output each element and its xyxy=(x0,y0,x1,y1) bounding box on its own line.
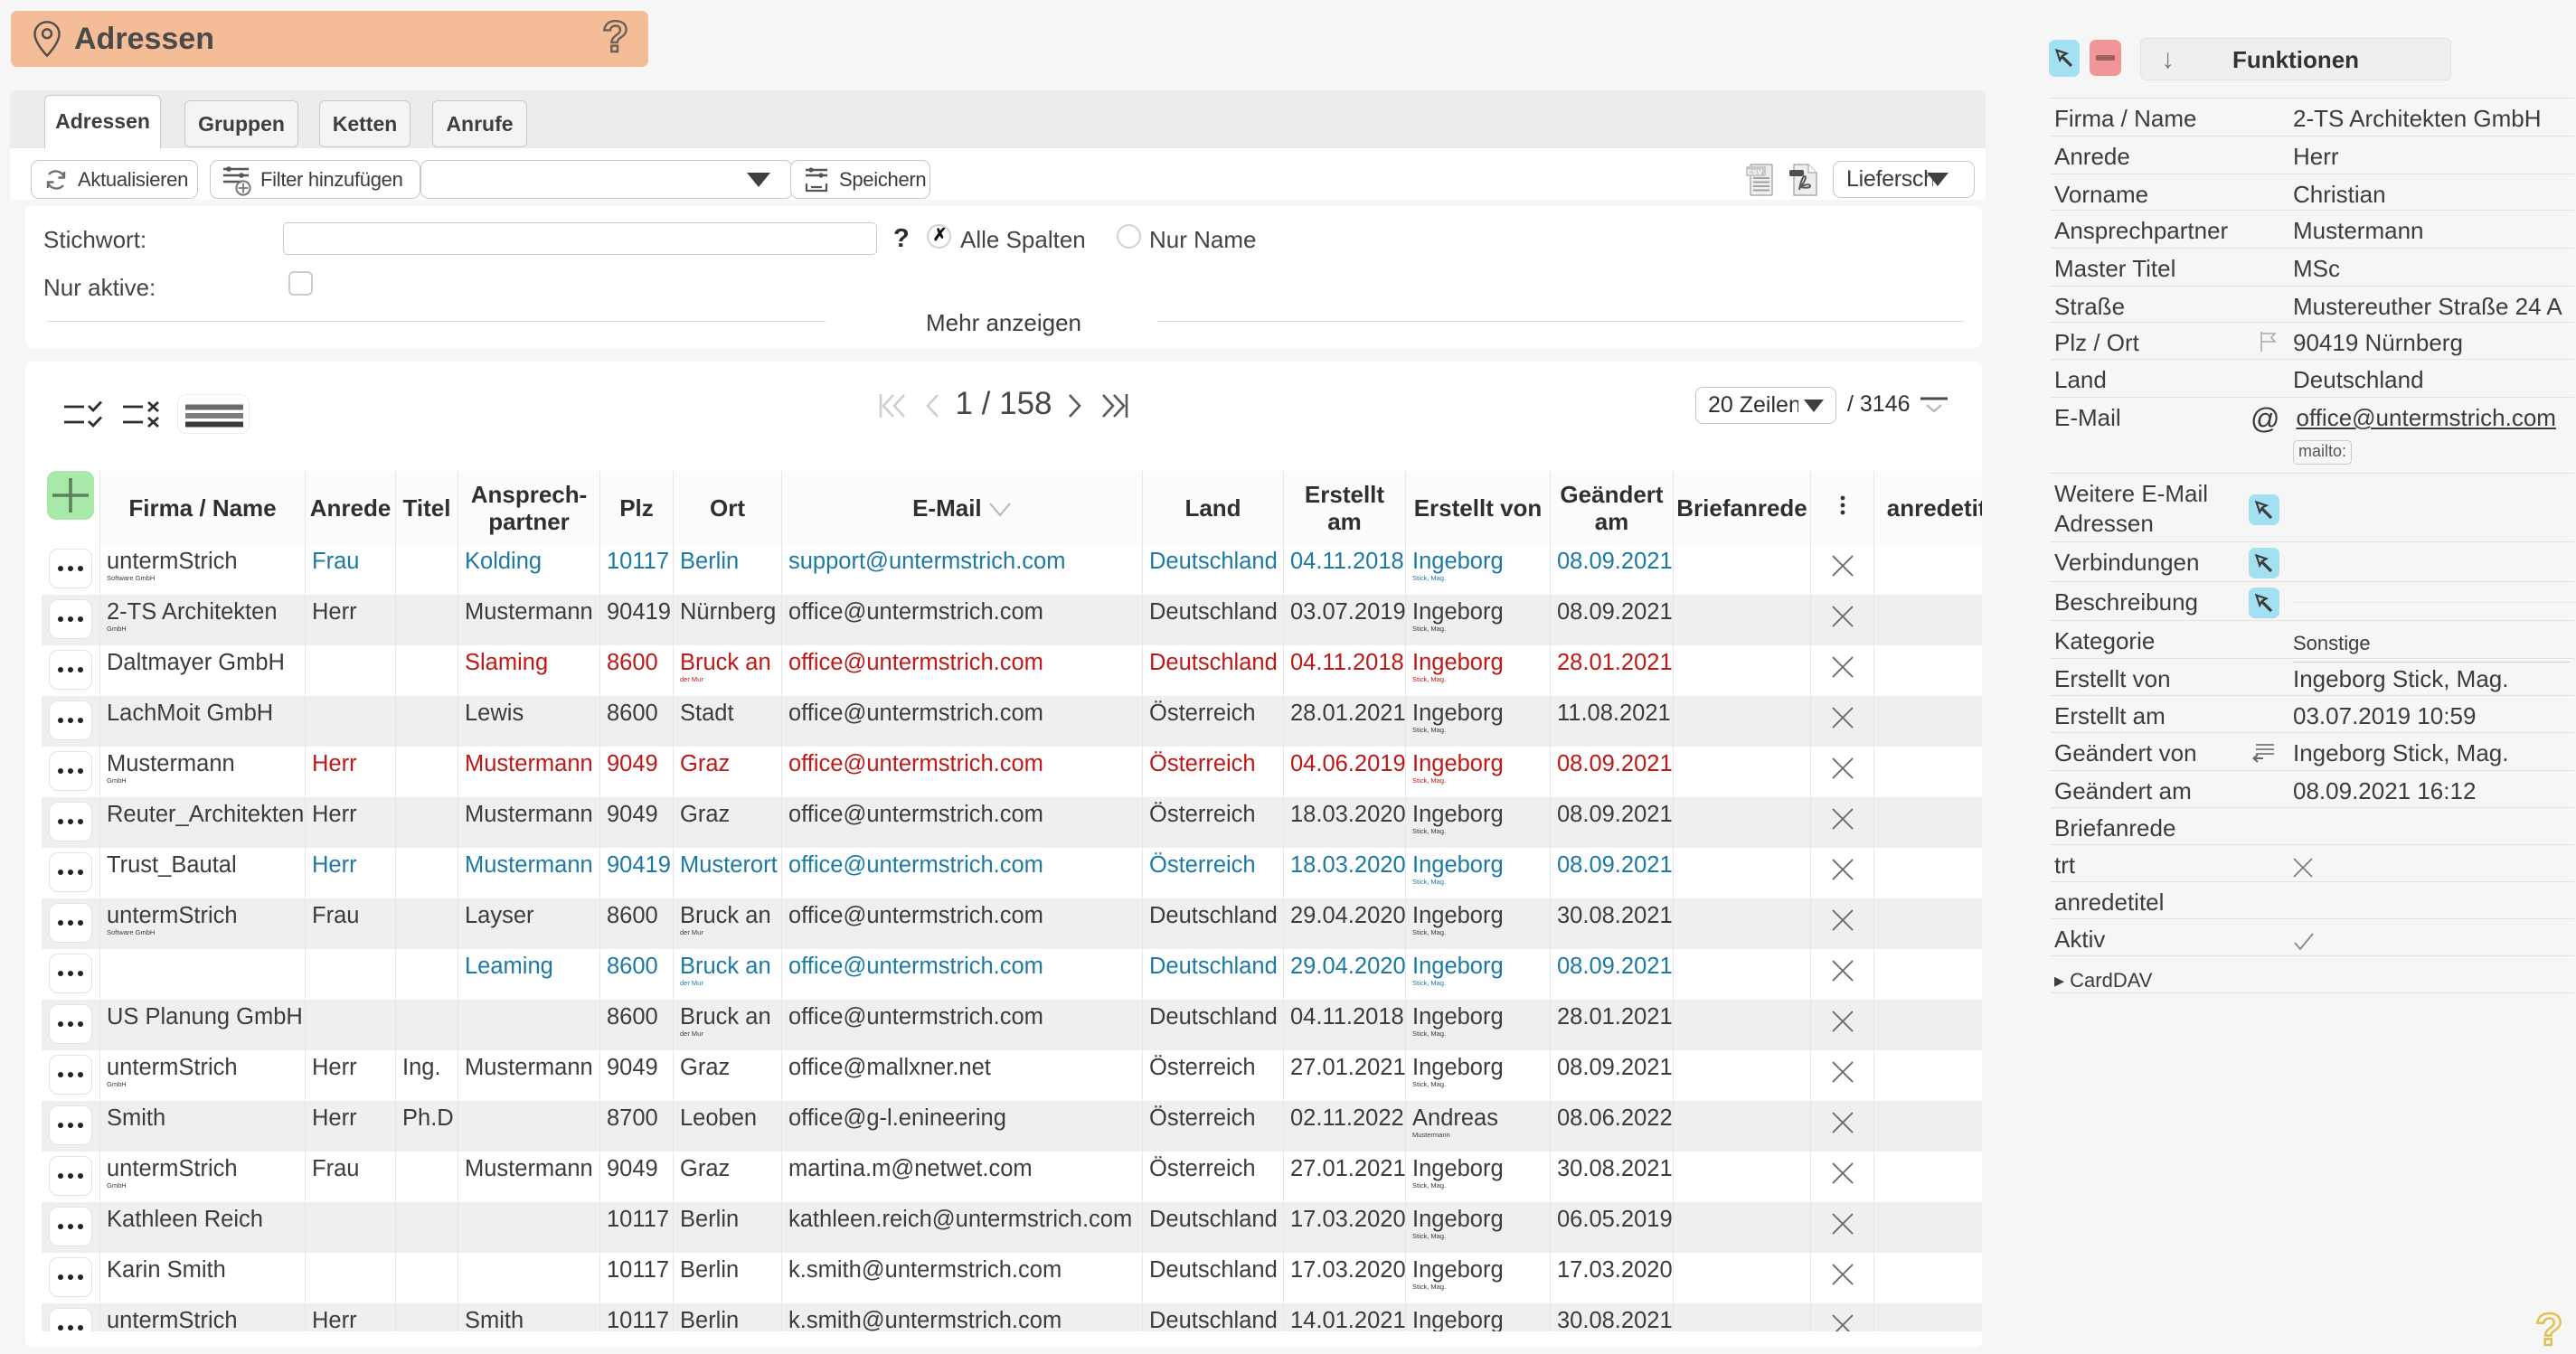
svg-text:csv: csv xyxy=(1748,167,1763,177)
